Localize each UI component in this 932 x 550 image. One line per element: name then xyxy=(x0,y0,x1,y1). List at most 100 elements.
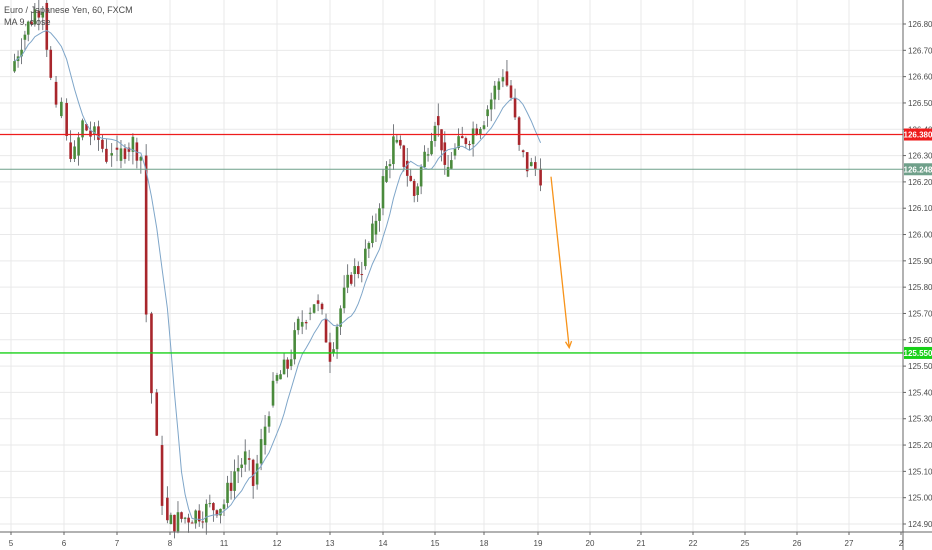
price-tick-label: 125.700 xyxy=(908,309,932,318)
candle-body xyxy=(367,243,371,249)
price-tick-label: 126.000 xyxy=(908,231,932,240)
candle-body xyxy=(282,359,286,375)
candle-body xyxy=(173,514,176,532)
candle-body xyxy=(525,152,529,172)
candle-body xyxy=(335,326,339,350)
candle-body xyxy=(388,164,392,167)
time-tick-label: 12 xyxy=(273,539,282,548)
candle-body xyxy=(279,374,282,380)
time-tick-label: 14 xyxy=(379,539,388,548)
candle-body xyxy=(482,125,486,129)
candle-body xyxy=(208,503,212,505)
candle-body xyxy=(332,349,335,353)
candle-body xyxy=(37,10,41,18)
candle-body xyxy=(440,129,443,151)
time-tick-label: 21 xyxy=(637,539,646,548)
moving-average-line xyxy=(14,30,542,521)
candle-body xyxy=(93,126,96,135)
time-tick-label: 8 xyxy=(168,539,173,548)
candle-body xyxy=(259,439,263,464)
candle-body xyxy=(30,21,33,25)
projection-arrow-head[interactable] xyxy=(564,340,573,350)
candle-body xyxy=(339,308,342,327)
candle-body xyxy=(275,375,279,381)
projection-arrow-shaft[interactable] xyxy=(550,176,570,348)
candle-body xyxy=(243,451,247,465)
horizontal-levels[interactable] xyxy=(0,133,903,354)
candle-body xyxy=(304,322,308,324)
candle-body xyxy=(385,166,388,182)
candle-body xyxy=(160,445,164,506)
candle-body xyxy=(374,220,378,235)
time-tick-label: 20 xyxy=(586,539,595,548)
candle-body xyxy=(215,510,219,516)
price-tick-label: 125.000 xyxy=(908,494,932,503)
candle-body xyxy=(453,148,457,156)
candle-body xyxy=(81,120,84,138)
price-tick-label: 125.500 xyxy=(908,362,932,371)
price-tick-label: 126.500 xyxy=(908,99,932,108)
candle-body xyxy=(263,426,267,446)
candle-body xyxy=(131,136,135,152)
candle-body xyxy=(479,128,482,135)
resistance-badge-label: 126.380 xyxy=(904,131,932,140)
candle-body xyxy=(430,141,433,155)
candle-body xyxy=(324,318,328,343)
price-tick-label: 126.700 xyxy=(908,46,932,55)
support-badge xyxy=(904,346,932,359)
last_price-badge xyxy=(904,163,932,176)
candle-body xyxy=(392,136,395,165)
candle-body xyxy=(33,9,37,25)
symbol-title: Euro / Japanese Yen, 60, FXCM xyxy=(4,5,133,15)
candle-body xyxy=(399,139,402,146)
candle-body xyxy=(464,138,468,145)
projection-arrow[interactable] xyxy=(550,176,573,350)
moving-average-series xyxy=(14,30,542,521)
price-axis[interactable]: 124.900 125.000 125.100 125.200 125.300 125.4… xyxy=(903,20,932,529)
candle-body xyxy=(54,81,58,105)
candle-body xyxy=(486,109,489,117)
candle-body xyxy=(212,503,215,511)
candle-body xyxy=(501,77,505,82)
candle-body xyxy=(356,266,360,275)
candle-body xyxy=(139,156,143,161)
candle-body xyxy=(395,139,399,143)
candle-body xyxy=(204,503,208,523)
candle-body xyxy=(360,274,364,276)
support-badge-label: 125.550 xyxy=(904,349,932,358)
candle-body xyxy=(296,318,300,331)
candle-body xyxy=(416,186,419,196)
candle-body xyxy=(419,167,423,187)
candle-body xyxy=(233,471,236,491)
candle-body xyxy=(316,300,320,304)
candle-body xyxy=(412,180,416,196)
candle-body xyxy=(190,522,194,524)
candle-body xyxy=(77,137,80,156)
candle-body xyxy=(509,85,513,98)
candle-body xyxy=(320,303,324,310)
candle-body xyxy=(468,144,471,146)
candle-body xyxy=(293,330,296,360)
candle-body xyxy=(308,312,312,314)
candle-body xyxy=(183,517,187,519)
time-axis[interactable]: 5 6 7 8 11 12 13 14 15 18 19 20 21 22 25 26 27 2 xyxy=(9,532,904,548)
candlestick-series xyxy=(13,0,542,539)
price-tick-label: 124.900 xyxy=(908,520,932,529)
candle-body xyxy=(127,147,131,152)
candle-body xyxy=(471,128,475,145)
candle-body xyxy=(89,130,92,137)
candle-body xyxy=(155,392,159,436)
candle-body xyxy=(346,274,349,288)
candle-body xyxy=(513,97,517,118)
price-tick-label: 125.100 xyxy=(908,467,932,476)
candle-body xyxy=(201,521,205,523)
time-tick-label: 18 xyxy=(480,539,489,548)
candle-body xyxy=(13,61,16,72)
candle-body xyxy=(219,508,222,516)
price-tick-label: 125.300 xyxy=(908,415,932,424)
candle-body xyxy=(222,504,226,509)
price-tick-label: 126.200 xyxy=(908,178,932,187)
